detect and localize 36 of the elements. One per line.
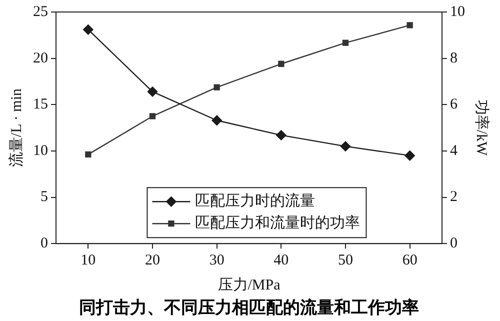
y-axis-title: 流量/L · min: [8, 88, 25, 168]
point: [147, 86, 158, 97]
text: 同打击力、不同压力相匹配的流量和工作功率: [79, 298, 419, 318]
point: [342, 40, 349, 46]
legend-label: 匹配压力和流量时的功率: [195, 214, 360, 232]
y2-tick-label: 10: [450, 4, 465, 20]
y-tick-label: 10: [33, 142, 48, 159]
legend-label: 匹配压力时的流量: [195, 192, 316, 210]
x-tick-label: 60: [402, 252, 418, 269]
x-tick-label: 10: [80, 252, 96, 269]
y2-tick-label: 4: [450, 142, 458, 159]
y2-tick-label: 8: [450, 50, 458, 66]
y-tick-label: 15: [33, 96, 48, 113]
point: [340, 141, 351, 152]
y-tick-label: 0: [40, 236, 48, 252]
point: [406, 22, 413, 28]
x-axis-title: 压力/MPa: [218, 276, 281, 294]
x-tick-label: 30: [209, 252, 224, 269]
point: [85, 151, 92, 158]
y2-tick-label: 6: [450, 96, 458, 113]
point: [212, 115, 222, 126]
x-tick-label: 20: [145, 252, 160, 269]
point: [83, 24, 94, 35]
y2-tick-label: 2: [450, 189, 458, 206]
y-tick-label: 20: [33, 50, 48, 66]
point: [276, 130, 286, 140]
y-tick-label: 5: [40, 189, 48, 206]
point: [214, 84, 220, 90]
point: [404, 150, 415, 161]
point: [149, 113, 156, 120]
y2-tick-label: 0: [450, 236, 458, 252]
y2-axis-title: 功率/kW: [473, 100, 490, 157]
point: [278, 60, 284, 67]
x-tick-label: 50: [338, 252, 353, 269]
x-tick-label: 40: [274, 252, 289, 269]
y-tick-label: 25: [33, 4, 48, 20]
